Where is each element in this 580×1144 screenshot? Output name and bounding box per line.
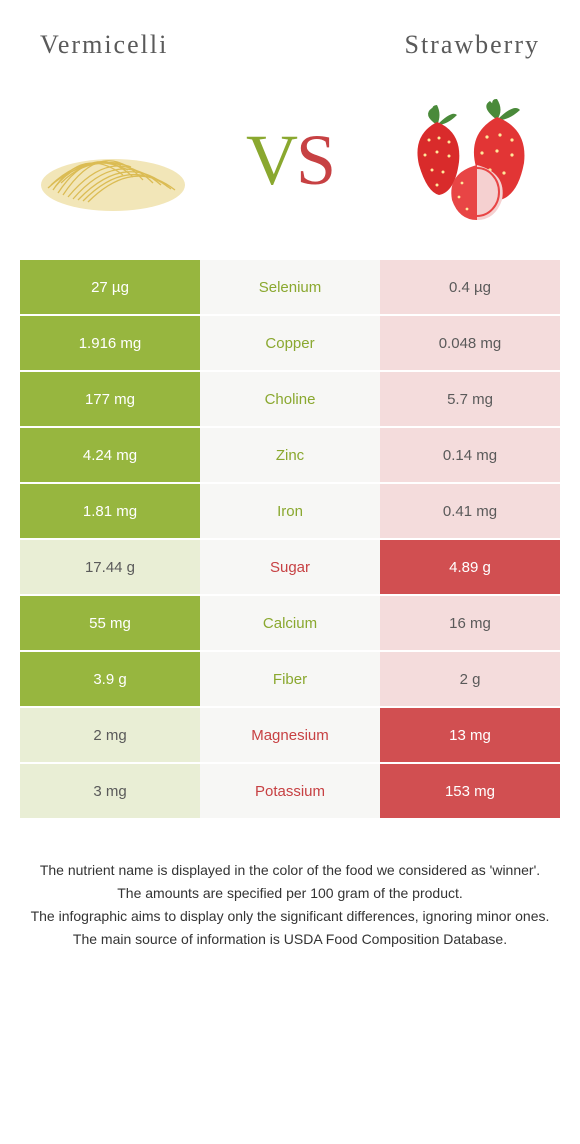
table-row: 3.9 gFiber2 g [20,652,560,708]
table-row: 1.916 mgCopper0.048 mg [20,316,560,372]
left-value-cell: 55 mg [20,596,200,650]
table-row: 3 mgPotassium153 mg [20,764,560,820]
infographic-container: Vermicelli Strawberry VS [0,0,580,972]
table-row: 27 µgSelenium0.4 µg [20,260,560,316]
nutrient-name-cell: Zinc [200,428,380,482]
table-row: 17.44 gSugar4.89 g [20,540,560,596]
images-row: VS [0,80,580,260]
footer-line-3: The infographic aims to display only the… [20,906,560,927]
table-row: 2 mgMagnesium13 mg [20,708,560,764]
right-food-title: Strawberry [404,30,540,60]
strawberry-icon [387,95,547,225]
right-value-cell: 16 mg [380,596,560,650]
left-value-cell: 3.9 g [20,652,200,706]
table-row: 1.81 mgIron0.41 mg [20,484,560,540]
nutrient-name-cell: Magnesium [200,708,380,762]
right-value-cell: 13 mg [380,708,560,762]
footer-line-4: The main source of information is USDA F… [20,929,560,950]
left-value-cell: 1.81 mg [20,484,200,538]
left-value-cell: 2 mg [20,708,200,762]
right-value-cell: 0.14 mg [380,428,560,482]
header-row: Vermicelli Strawberry [0,0,580,80]
right-value-cell: 4.89 g [380,540,560,594]
left-value-cell: 4.24 mg [20,428,200,482]
footer-line-2: The amounts are specified per 100 gram o… [20,883,560,904]
right-value-cell: 0.41 mg [380,484,560,538]
left-value-cell: 27 µg [20,260,200,314]
right-value-cell: 153 mg [380,764,560,818]
nutrient-name-cell: Sugar [200,540,380,594]
strawberry-image [380,90,555,230]
vermicelli-icon [33,105,193,215]
right-value-cell: 0.4 µg [380,260,560,314]
vs-v-letter: V [246,120,296,200]
nutrient-name-cell: Iron [200,484,380,538]
nutrient-name-cell: Potassium [200,764,380,818]
nutrient-name-cell: Calcium [200,596,380,650]
vs-s-letter: S [296,120,334,200]
comparison-table: 27 µgSelenium0.4 µg1.916 mgCopper0.048 m… [20,260,560,820]
left-food-title: Vermicelli [40,30,168,60]
table-row: 4.24 mgZinc0.14 mg [20,428,560,484]
nutrient-name-cell: Copper [200,316,380,370]
table-row: 177 mgCholine5.7 mg [20,372,560,428]
right-value-cell: 5.7 mg [380,372,560,426]
left-value-cell: 177 mg [20,372,200,426]
vs-label: VS [246,119,334,202]
footer-line-1: The nutrient name is displayed in the co… [20,860,560,881]
footer-notes: The nutrient name is displayed in the co… [0,820,580,972]
left-value-cell: 1.916 mg [20,316,200,370]
left-value-cell: 3 mg [20,764,200,818]
nutrient-name-cell: Choline [200,372,380,426]
vermicelli-image [25,90,200,230]
left-value-cell: 17.44 g [20,540,200,594]
right-value-cell: 2 g [380,652,560,706]
nutrient-name-cell: Fiber [200,652,380,706]
nutrient-name-cell: Selenium [200,260,380,314]
table-row: 55 mgCalcium16 mg [20,596,560,652]
right-value-cell: 0.048 mg [380,316,560,370]
